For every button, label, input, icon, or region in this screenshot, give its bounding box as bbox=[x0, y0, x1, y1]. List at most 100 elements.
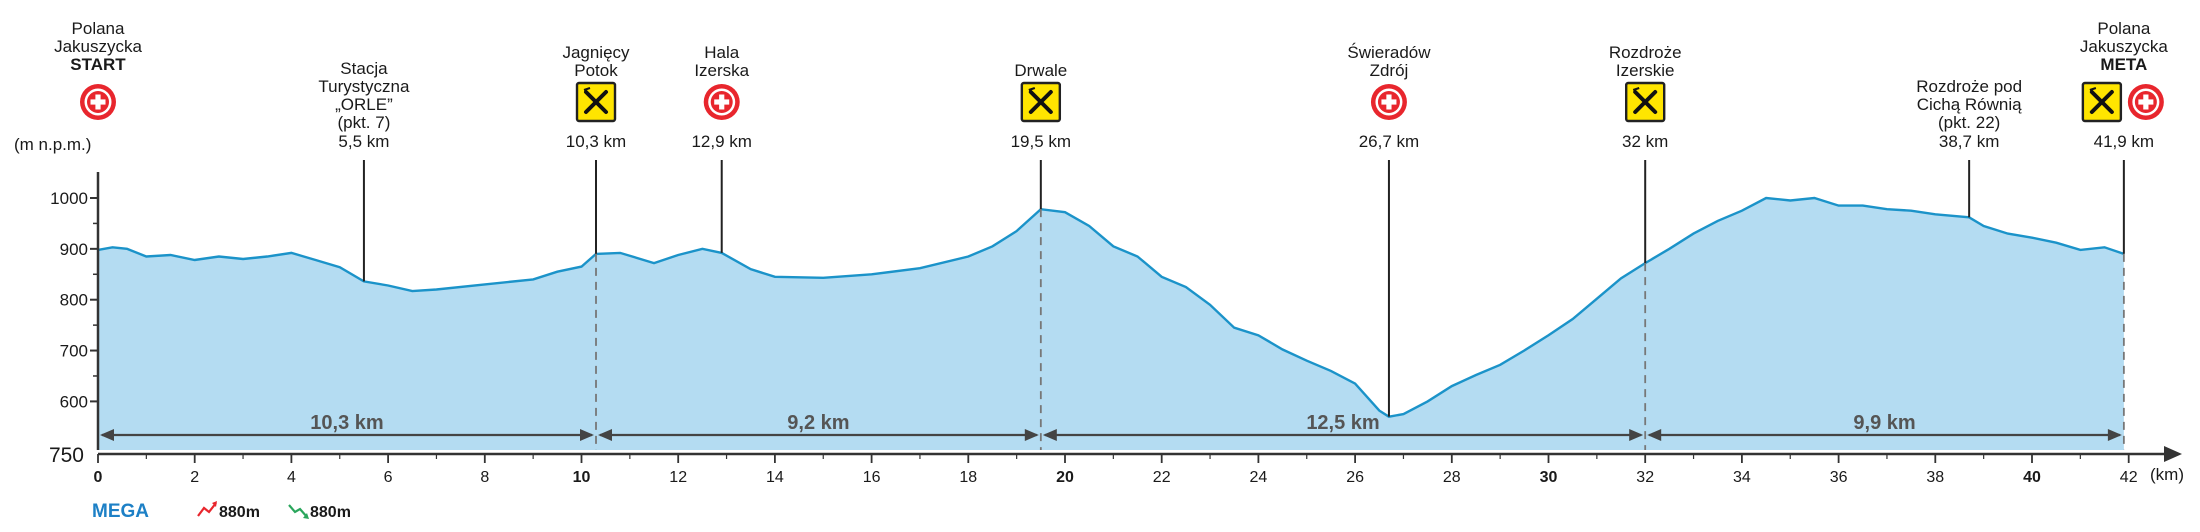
waypoint-name: Zdrój bbox=[1370, 61, 1409, 80]
x-tick-label: 2 bbox=[190, 469, 199, 486]
segment-label: 9,2 km bbox=[787, 412, 849, 434]
x-tick-label: 20 bbox=[1056, 469, 1074, 486]
x-tick-label: 36 bbox=[1830, 469, 1848, 486]
y-tick-label: 800 bbox=[60, 291, 88, 310]
segment: 9,2 km bbox=[598, 412, 1039, 441]
x-tick-label: 0 bbox=[94, 469, 103, 486]
waypoint-name: Polana bbox=[2097, 19, 2150, 38]
x-axis-label: (km) bbox=[2150, 465, 2184, 484]
waypoint-name: Potok bbox=[574, 61, 618, 80]
segment-arrow-right bbox=[2107, 429, 2122, 441]
y-tick-label: 700 bbox=[60, 342, 88, 361]
medical-icon bbox=[80, 84, 116, 120]
x-tick-label: 14 bbox=[766, 469, 784, 486]
waypoint-name: (pkt. 22) bbox=[1938, 113, 2000, 132]
waypoint-distance: 5,5 km bbox=[338, 132, 389, 151]
segment-arrow-left bbox=[1042, 429, 1057, 441]
segment-arrow-left bbox=[598, 429, 613, 441]
medical-icon bbox=[2127, 84, 2164, 120]
brand-logo: MEGA bbox=[92, 501, 149, 522]
segment-label: 9,9 km bbox=[1853, 412, 1915, 434]
x-tick-label: 38 bbox=[1926, 469, 1944, 486]
y-tick-label: 1000 bbox=[50, 189, 88, 208]
elevation-area bbox=[98, 198, 2124, 450]
x-tick-label: 18 bbox=[959, 469, 977, 486]
y-baseline-label: 750 bbox=[49, 444, 84, 467]
x-tick-label: 10 bbox=[573, 469, 591, 486]
segment-arrow-right bbox=[1024, 429, 1039, 441]
waypoint-name: Turystyczna bbox=[318, 77, 410, 96]
waypoint-name-bold: META bbox=[2100, 55, 2147, 74]
waypoint-name: Jakuszycka bbox=[2080, 37, 2168, 56]
segment-label: 10,3 km bbox=[310, 412, 383, 434]
waypoint-name-bold: START bbox=[70, 55, 126, 74]
food-icon bbox=[1020, 81, 1062, 123]
waypoint-name: (pkt. 7) bbox=[337, 113, 390, 132]
waypoint-distance: 12,9 km bbox=[691, 132, 751, 151]
waypoint-name: Stacja bbox=[340, 59, 388, 78]
waypoint-distance: 26,7 km bbox=[1359, 132, 1419, 151]
segment-arrows: 10,3 km 9,2 km 12,5 km 9,9 km bbox=[100, 412, 2122, 441]
segment-arrow-right bbox=[1629, 429, 1644, 441]
x-tick-label: 22 bbox=[1153, 469, 1171, 486]
segment: 10,3 km bbox=[100, 412, 595, 441]
descent-value: 880m bbox=[310, 504, 351, 521]
y-axis-label: (m n.p.m.) bbox=[14, 135, 91, 154]
waypoint-name: Cichą Równią bbox=[1917, 95, 2022, 114]
x-tick-label: 34 bbox=[1733, 469, 1751, 486]
y-tick-label: 900 bbox=[60, 240, 88, 259]
segment-arrow-left bbox=[100, 429, 114, 441]
x-tick-label: 4 bbox=[287, 469, 296, 486]
segment: 9,9 km bbox=[1647, 412, 2122, 441]
x-tick-label: 6 bbox=[384, 469, 393, 486]
segment: 12,5 km bbox=[1042, 412, 1644, 441]
x-tick-label: 42 bbox=[2120, 469, 2138, 486]
legend: MEGA 880m 880m bbox=[92, 501, 351, 522]
food-icon bbox=[1624, 81, 1666, 123]
x-tick-label: 24 bbox=[1250, 469, 1268, 486]
waypoint-distance: 41,9 km bbox=[2094, 132, 2154, 151]
x-tick-label: 16 bbox=[863, 469, 881, 486]
waypoint-name: Hala bbox=[704, 43, 740, 62]
x-tick-label: 30 bbox=[1540, 469, 1558, 486]
segment-label: 12,5 km bbox=[1306, 412, 1379, 434]
waypoint-distance: 32 km bbox=[1622, 132, 1668, 151]
descent-icon bbox=[288, 504, 309, 519]
segment-arrow-left bbox=[1647, 429, 1662, 441]
waypoint-name: Jakuszycka bbox=[54, 37, 142, 56]
x-tick-label: 12 bbox=[669, 469, 687, 486]
waypoint: Drwale 19,5 km bbox=[1011, 61, 1071, 151]
ascent-icon bbox=[197, 501, 217, 517]
x-tick-label: 8 bbox=[480, 469, 489, 486]
waypoint-distance: 10,3 km bbox=[566, 132, 626, 151]
medical-icon bbox=[703, 84, 740, 120]
ascent-value: 880m bbox=[219, 504, 260, 521]
segment-arrow-right bbox=[580, 429, 595, 441]
x-tick-label: 40 bbox=[2023, 469, 2041, 486]
x-tick-label: 28 bbox=[1443, 469, 1461, 486]
waypoint-name: Jagnięcy bbox=[562, 43, 630, 62]
food-icon bbox=[2081, 81, 2123, 123]
waypoint-distance: 19,5 km bbox=[1011, 132, 1071, 151]
waypoint-name: Rozdroże pod bbox=[1916, 77, 2022, 96]
waypoint-markers bbox=[362, 160, 2125, 450]
medical-icon bbox=[1370, 84, 1407, 120]
waypoint-name: Izerska bbox=[694, 61, 749, 80]
waypoint-name: Rozdroże bbox=[1609, 43, 1682, 62]
waypoint-name: Świeradów bbox=[1347, 43, 1431, 62]
waypoint-name: Izerskie bbox=[1616, 61, 1675, 80]
y-tick-label: 600 bbox=[60, 392, 88, 411]
x-tick-label: 32 bbox=[1636, 469, 1654, 486]
waypoint-distance: 38,7 km bbox=[1939, 132, 1999, 151]
food-icon bbox=[575, 81, 617, 123]
x-tick-label: 26 bbox=[1346, 469, 1364, 486]
